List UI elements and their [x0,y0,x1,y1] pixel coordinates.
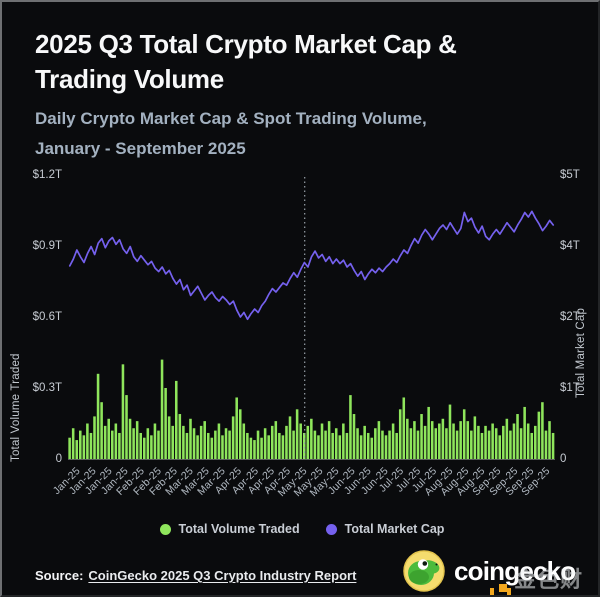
source-report-link[interactable]: CoinGecko 2025 Q3 Crypto Industry Report [88,568,357,583]
left-axis-tick: $0.9T [32,240,62,252]
legend-label: Total Market Cap [344,522,445,536]
page-title-line1: 2025 Q3 Total Crypto Market Cap & [35,29,457,59]
legend-label: Total Volume Traded [178,522,300,536]
left-axis-tick: $0.6T [32,311,62,323]
legend-dot-icon [159,523,171,535]
volume-bars-series [68,359,555,459]
golden-finance-icon [489,582,511,595]
right-axis-tick: $1T [560,382,580,394]
coingecko-brand: coingecko [403,550,576,592]
page-subtitle-line1: Daily Crypto Market Cap & Spot Trading V… [35,109,427,128]
page-subtitle-line2: January - September 2025 [35,139,246,158]
page-title-line2: Trading Volume [35,64,224,94]
watermark-text: 金色财经 [514,568,584,593]
chart-canvas [68,177,555,459]
source-label: Source: [35,568,84,583]
golden-finance-watermark: 金色财经 [489,562,598,595]
legend-item: Total Market Cap [325,522,445,536]
chart-plot-area [68,175,555,460]
brand-name: coingecko [454,555,576,586]
page-title: 2025 Q3 Total Crypto Market Cap & Tradin… [35,27,457,97]
legend-item: Total Volume Traded [159,522,300,536]
left-axis-tick: 0 [55,453,62,465]
right-axis-tick: $2T [560,311,580,323]
gecko-icon [403,550,445,592]
legend-dot-icon [325,523,337,535]
page-subtitle: Daily Crypto Market Cap & Spot Trading V… [35,104,427,164]
left-axis-tick: $0.3T [32,382,62,394]
market-cap-line [68,210,555,321]
left-axis-tick: $1.2T [32,169,62,181]
source-line: Source: CoinGecko 2025 Q3 Crypto Industry… [35,568,356,583]
right-axis-tick: $5T [560,169,580,181]
right-axis-tick: 0 [560,453,567,465]
left-axis-title: Total Volume Traded [10,353,22,462]
right-axis-tick: $4T [560,240,580,252]
chart-legend: Total Volume Traded Total Market Cap [2,522,598,536]
